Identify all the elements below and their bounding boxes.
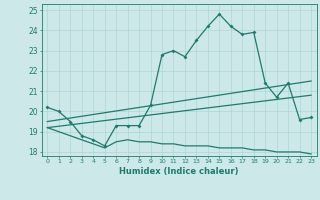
X-axis label: Humidex (Indice chaleur): Humidex (Indice chaleur) xyxy=(119,167,239,176)
